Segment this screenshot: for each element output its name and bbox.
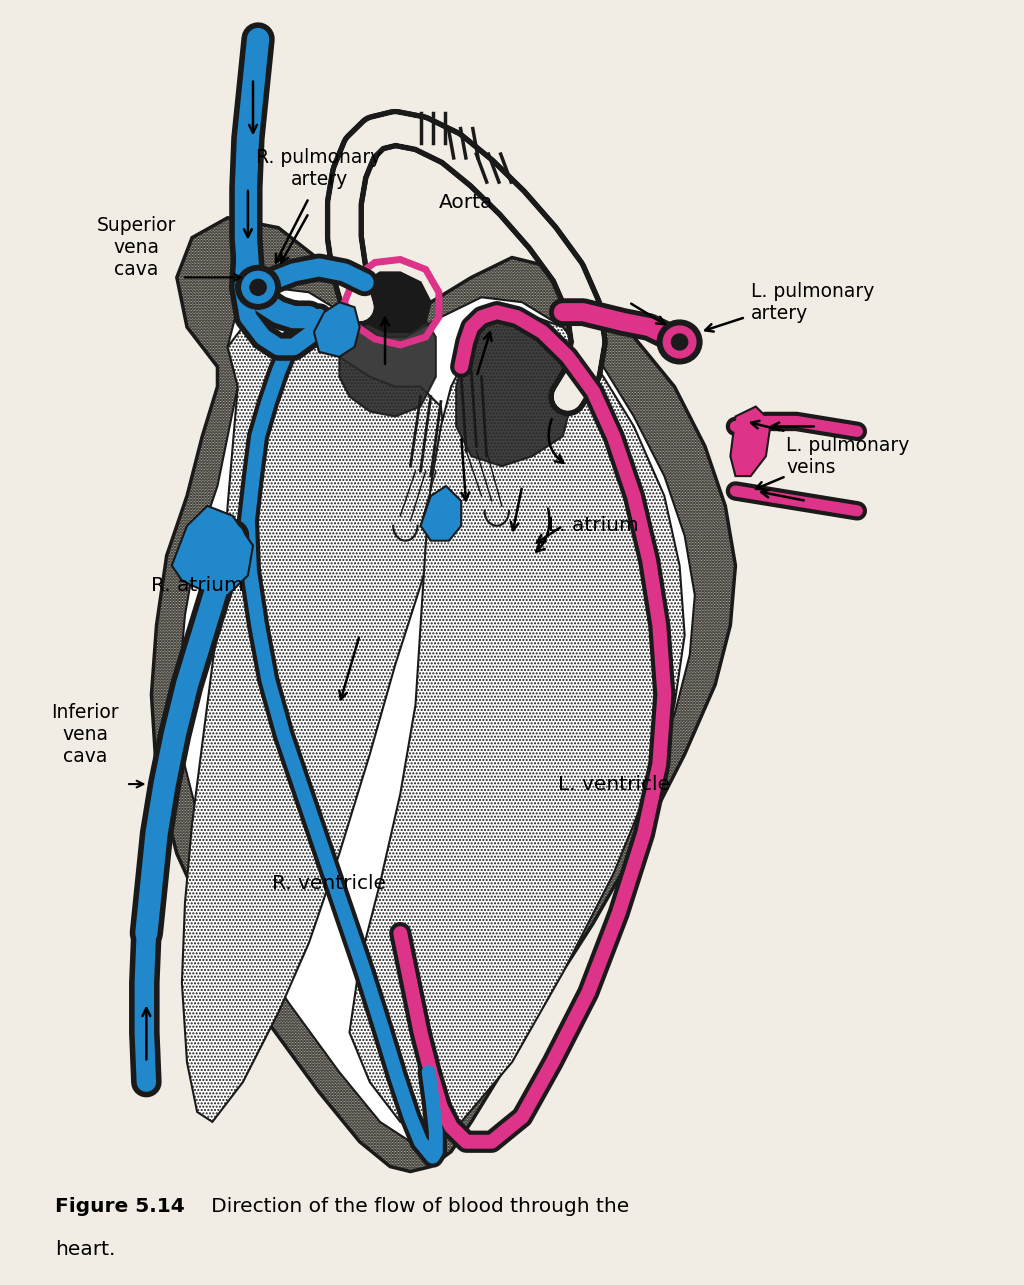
Circle shape	[242, 271, 274, 303]
Polygon shape	[179, 288, 695, 1142]
Polygon shape	[314, 302, 359, 357]
Polygon shape	[421, 486, 461, 541]
Polygon shape	[354, 272, 431, 332]
Polygon shape	[182, 307, 446, 1122]
Text: L. ventricle: L. ventricle	[557, 775, 670, 794]
Text: Direction of the flow of blood through the: Direction of the flow of blood through t…	[193, 1196, 630, 1216]
Text: R. atrium: R. atrium	[151, 576, 244, 595]
Circle shape	[236, 266, 281, 310]
Polygon shape	[172, 506, 253, 595]
Polygon shape	[152, 217, 735, 1172]
Text: Aorta: Aorta	[439, 193, 494, 212]
Text: heart.: heart.	[55, 1240, 116, 1258]
Text: R. ventricle: R. ventricle	[272, 874, 386, 893]
Text: Figure 5.14: Figure 5.14	[55, 1196, 184, 1216]
Text: L. pulmonary
veins: L. pulmonary veins	[786, 436, 909, 477]
Circle shape	[664, 326, 696, 357]
Polygon shape	[730, 406, 771, 475]
Circle shape	[250, 279, 266, 296]
Polygon shape	[349, 312, 685, 1137]
Text: Inferior
vena
cava: Inferior vena cava	[51, 703, 119, 766]
Text: L. pulmonary
artery: L. pulmonary artery	[751, 281, 874, 323]
Polygon shape	[456, 317, 573, 466]
Circle shape	[657, 320, 701, 364]
Circle shape	[672, 334, 688, 350]
Polygon shape	[339, 297, 436, 416]
Text: R. pulmonary
artery: R. pulmonary artery	[256, 148, 382, 189]
Text: L. atrium: L. atrium	[548, 517, 639, 536]
Text: Superior
vena
cava: Superior vena cava	[96, 216, 176, 279]
